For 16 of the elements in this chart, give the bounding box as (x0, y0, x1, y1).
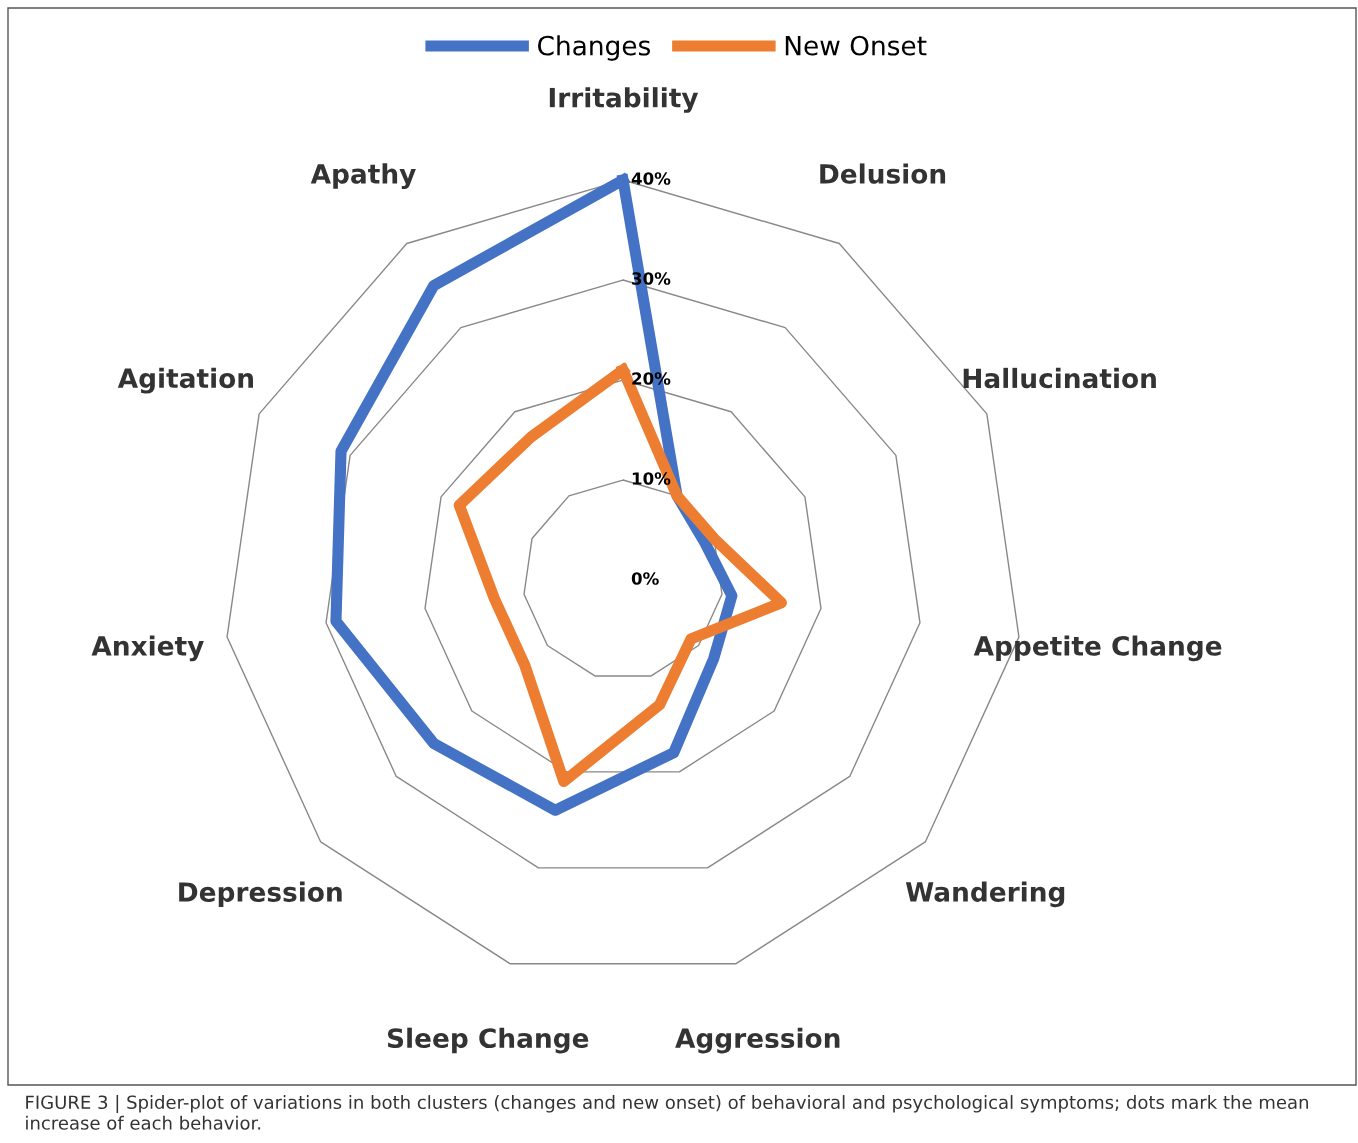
spoke-label: Agitation (117, 367, 253, 394)
caption: FIGURE 3 | Spider-plot of variations in both clusters (changes and new onset) of behavioral and psychological symptoms; dots mark the mean increase of each behavior. (26, 1094, 1308, 1130)
spoke-label: Anxiety (91, 635, 204, 662)
y-tick-label: 40% (631, 172, 671, 185)
spoke-label: Apathy (310, 163, 416, 190)
legend-label: Changes (538, 35, 651, 61)
legend-label: New Onset (785, 35, 927, 56)
spoke-label: Delusion (820, 163, 946, 184)
spoke-label: Aggression (675, 1027, 840, 1054)
spoke-label: Appetite Change (973, 635, 1222, 662)
spoke-label: Irritability (549, 87, 699, 113)
spoke-label: Depression (179, 881, 342, 908)
spoke-label: Sleep Change (387, 1027, 589, 1054)
spoke-label: Wandering (905, 881, 1065, 908)
spoke-label: Hallucination (963, 367, 1156, 389)
y-tick-label: 0% (631, 572, 659, 585)
